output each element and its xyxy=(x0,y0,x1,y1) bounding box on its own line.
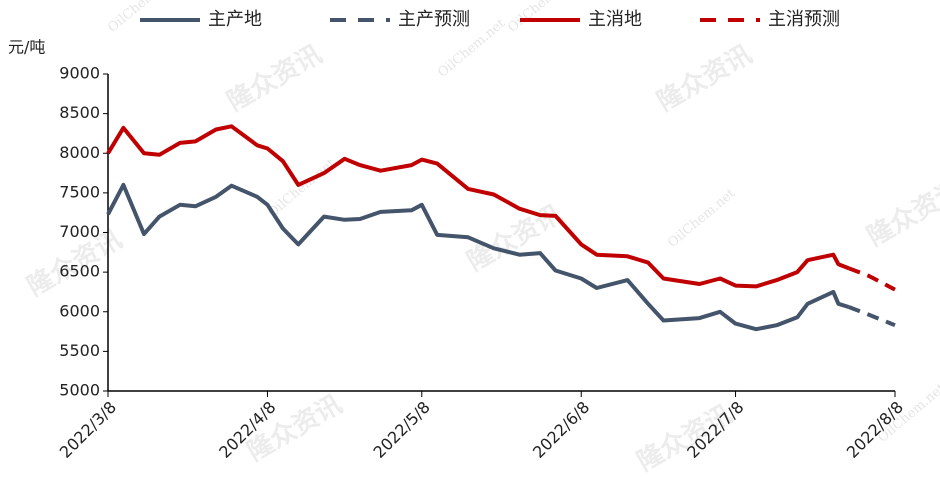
series-line xyxy=(847,266,896,292)
x-tick-label: 2022/6/8 xyxy=(529,398,593,462)
legend-label: 主消地 xyxy=(588,9,642,30)
y-tick-label: 6500 xyxy=(59,262,100,281)
y-axis-label: 元/吨 xyxy=(8,38,45,57)
watermark: OilChem.net xyxy=(505,0,579,36)
y-tick-label: 7000 xyxy=(59,222,100,241)
y-tick-label: 9000 xyxy=(59,64,100,83)
watermark: OilChem.net xyxy=(265,156,339,221)
y-tick-label: 7500 xyxy=(59,182,100,201)
y-tick-label: 8500 xyxy=(59,103,100,122)
legend-item: 主产地 xyxy=(140,9,262,30)
legend-label: 主消预测 xyxy=(768,9,840,30)
legend-label: 主产预测 xyxy=(398,9,470,30)
watermark: 隆众资讯 xyxy=(652,40,757,118)
x-tick-label: 2022/3/8 xyxy=(56,398,120,462)
watermark: 隆众资讯 xyxy=(862,175,940,253)
y-tick-label: 5000 xyxy=(59,381,100,400)
y-tick-label: 6000 xyxy=(59,301,100,320)
legend-item: 主消地 xyxy=(520,9,642,30)
y-tick-label: 5500 xyxy=(59,341,100,360)
series-line xyxy=(106,124,850,289)
series-line xyxy=(847,305,896,328)
legend-label: 主产地 xyxy=(208,9,262,30)
watermark: 隆众资讯 xyxy=(222,40,327,118)
x-tick-label: 2022/5/8 xyxy=(370,398,434,462)
y-tick-label: 8000 xyxy=(59,143,100,162)
legend-item: 主消预测 xyxy=(700,9,840,30)
watermark: OilChem.net xyxy=(665,186,739,251)
watermark: OilChem.net xyxy=(105,0,179,36)
legend-item: 主产预测 xyxy=(330,9,470,30)
series-line xyxy=(106,182,850,332)
